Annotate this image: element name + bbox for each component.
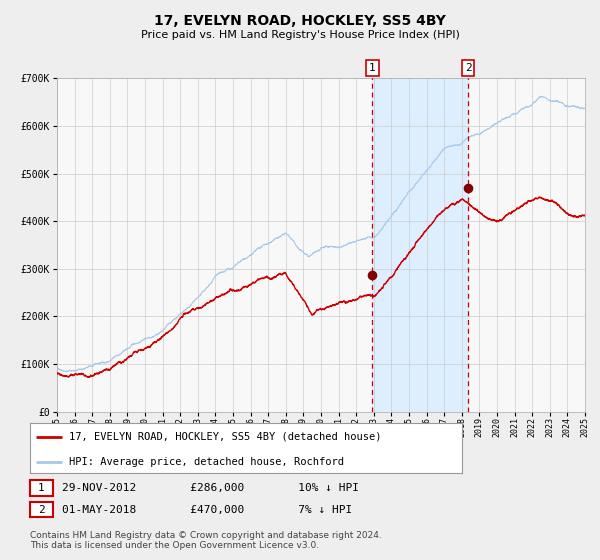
Point	[464, 184, 473, 193]
Text: 1: 1	[369, 63, 376, 73]
Point	[368, 271, 377, 280]
Text: 01-MAY-2018        £470,000        7% ↓ HPI: 01-MAY-2018 £470,000 7% ↓ HPI	[62, 505, 352, 515]
Text: 17, EVELYN ROAD, HOCKLEY, SS5 4BY (detached house): 17, EVELYN ROAD, HOCKLEY, SS5 4BY (detac…	[69, 432, 382, 442]
Bar	[373, 78, 469, 412]
Text: HPI: Average price, detached house, Rochford: HPI: Average price, detached house, Roch…	[69, 457, 344, 467]
Text: Contains HM Land Registry data © Crown copyright and database right 2024.
This d: Contains HM Land Registry data © Crown c…	[30, 531, 382, 550]
Text: 17, EVELYN ROAD, HOCKLEY, SS5 4BY: 17, EVELYN ROAD, HOCKLEY, SS5 4BY	[154, 14, 446, 28]
Text: 29-NOV-2012        £286,000        10% ↓ HPI: 29-NOV-2012 £286,000 10% ↓ HPI	[62, 483, 359, 493]
Text: 1: 1	[38, 483, 45, 493]
Text: 2: 2	[38, 505, 45, 515]
Text: Price paid vs. HM Land Registry's House Price Index (HPI): Price paid vs. HM Land Registry's House …	[140, 30, 460, 40]
Text: 2: 2	[465, 63, 472, 73]
